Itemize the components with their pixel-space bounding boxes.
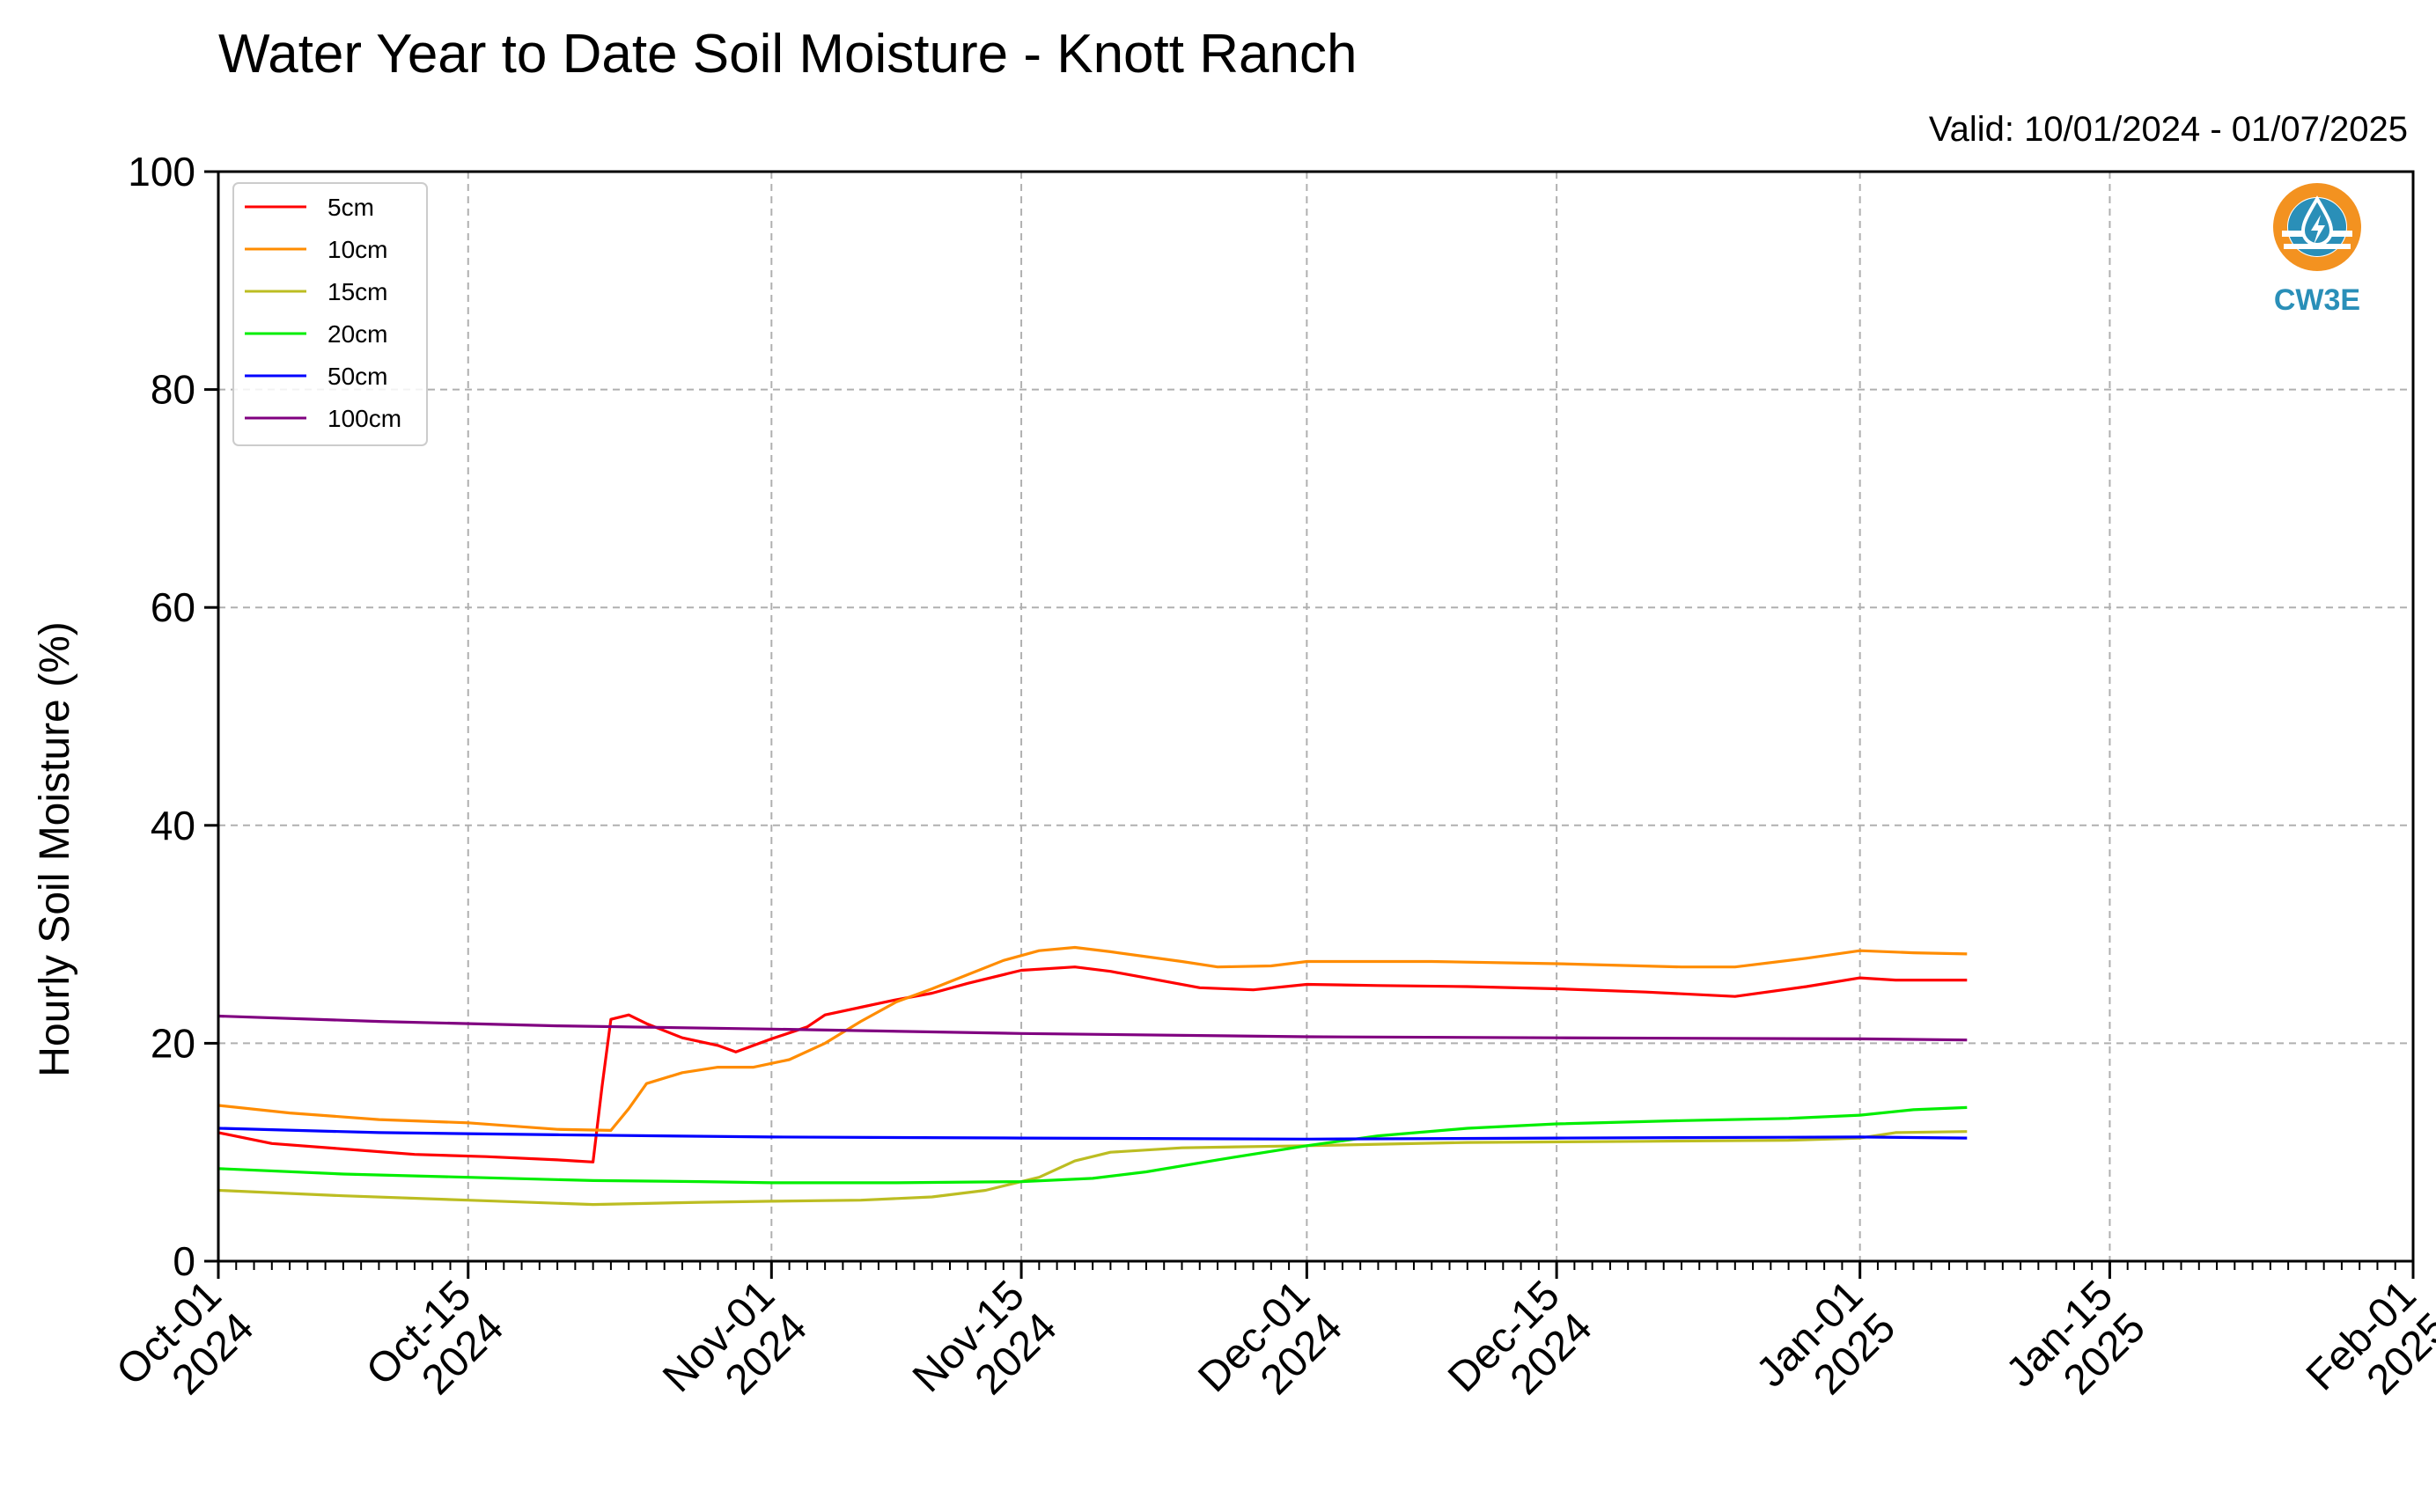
y-tick-label: 40 xyxy=(151,803,195,848)
y-tick-label: 100 xyxy=(128,149,195,195)
y-tick-label: 80 xyxy=(151,367,195,413)
series-line-20cm xyxy=(217,1105,1968,1185)
valid-date-range: Valid: 10/01/2024 - 01/07/2025 xyxy=(1929,110,2408,149)
legend-label-50cm: 50cm xyxy=(327,363,387,390)
series-line-15cm xyxy=(217,1130,1968,1207)
chart-title: Water Year to Date Soil Moisture - Knott… xyxy=(218,24,1357,84)
series-line-100cm xyxy=(217,1014,1968,1042)
series-lines xyxy=(217,945,1968,1207)
series-line-10cm xyxy=(217,945,1968,1132)
logo-text: CW3E xyxy=(2274,283,2360,317)
legend-label-15cm: 15cm xyxy=(327,278,387,305)
legend: 5cm 10cm 15cm 20cm 50cm 100cm xyxy=(232,182,428,446)
cw3e-logo: CW3E xyxy=(2273,183,2361,317)
lightning-icon xyxy=(2311,215,2325,245)
y-tick-label: 20 xyxy=(151,1020,195,1066)
grid-lines xyxy=(218,172,2413,1261)
y-tick-label: 0 xyxy=(173,1238,195,1284)
legend-label-10cm: 10cm xyxy=(327,236,387,263)
logo-ring xyxy=(2273,183,2361,271)
legend-label-100cm: 100cm xyxy=(327,405,401,432)
series-line-50cm xyxy=(217,1127,1968,1141)
series-line-5cm xyxy=(217,965,1968,1163)
plot-frame xyxy=(217,170,2415,1263)
legend-label-5cm: 5cm xyxy=(327,194,374,221)
legend-label-20cm: 20cm xyxy=(327,320,387,348)
y-tick-label: 60 xyxy=(151,584,195,630)
y-axis-label: Hourly Soil Moisture (%) xyxy=(32,621,78,1076)
